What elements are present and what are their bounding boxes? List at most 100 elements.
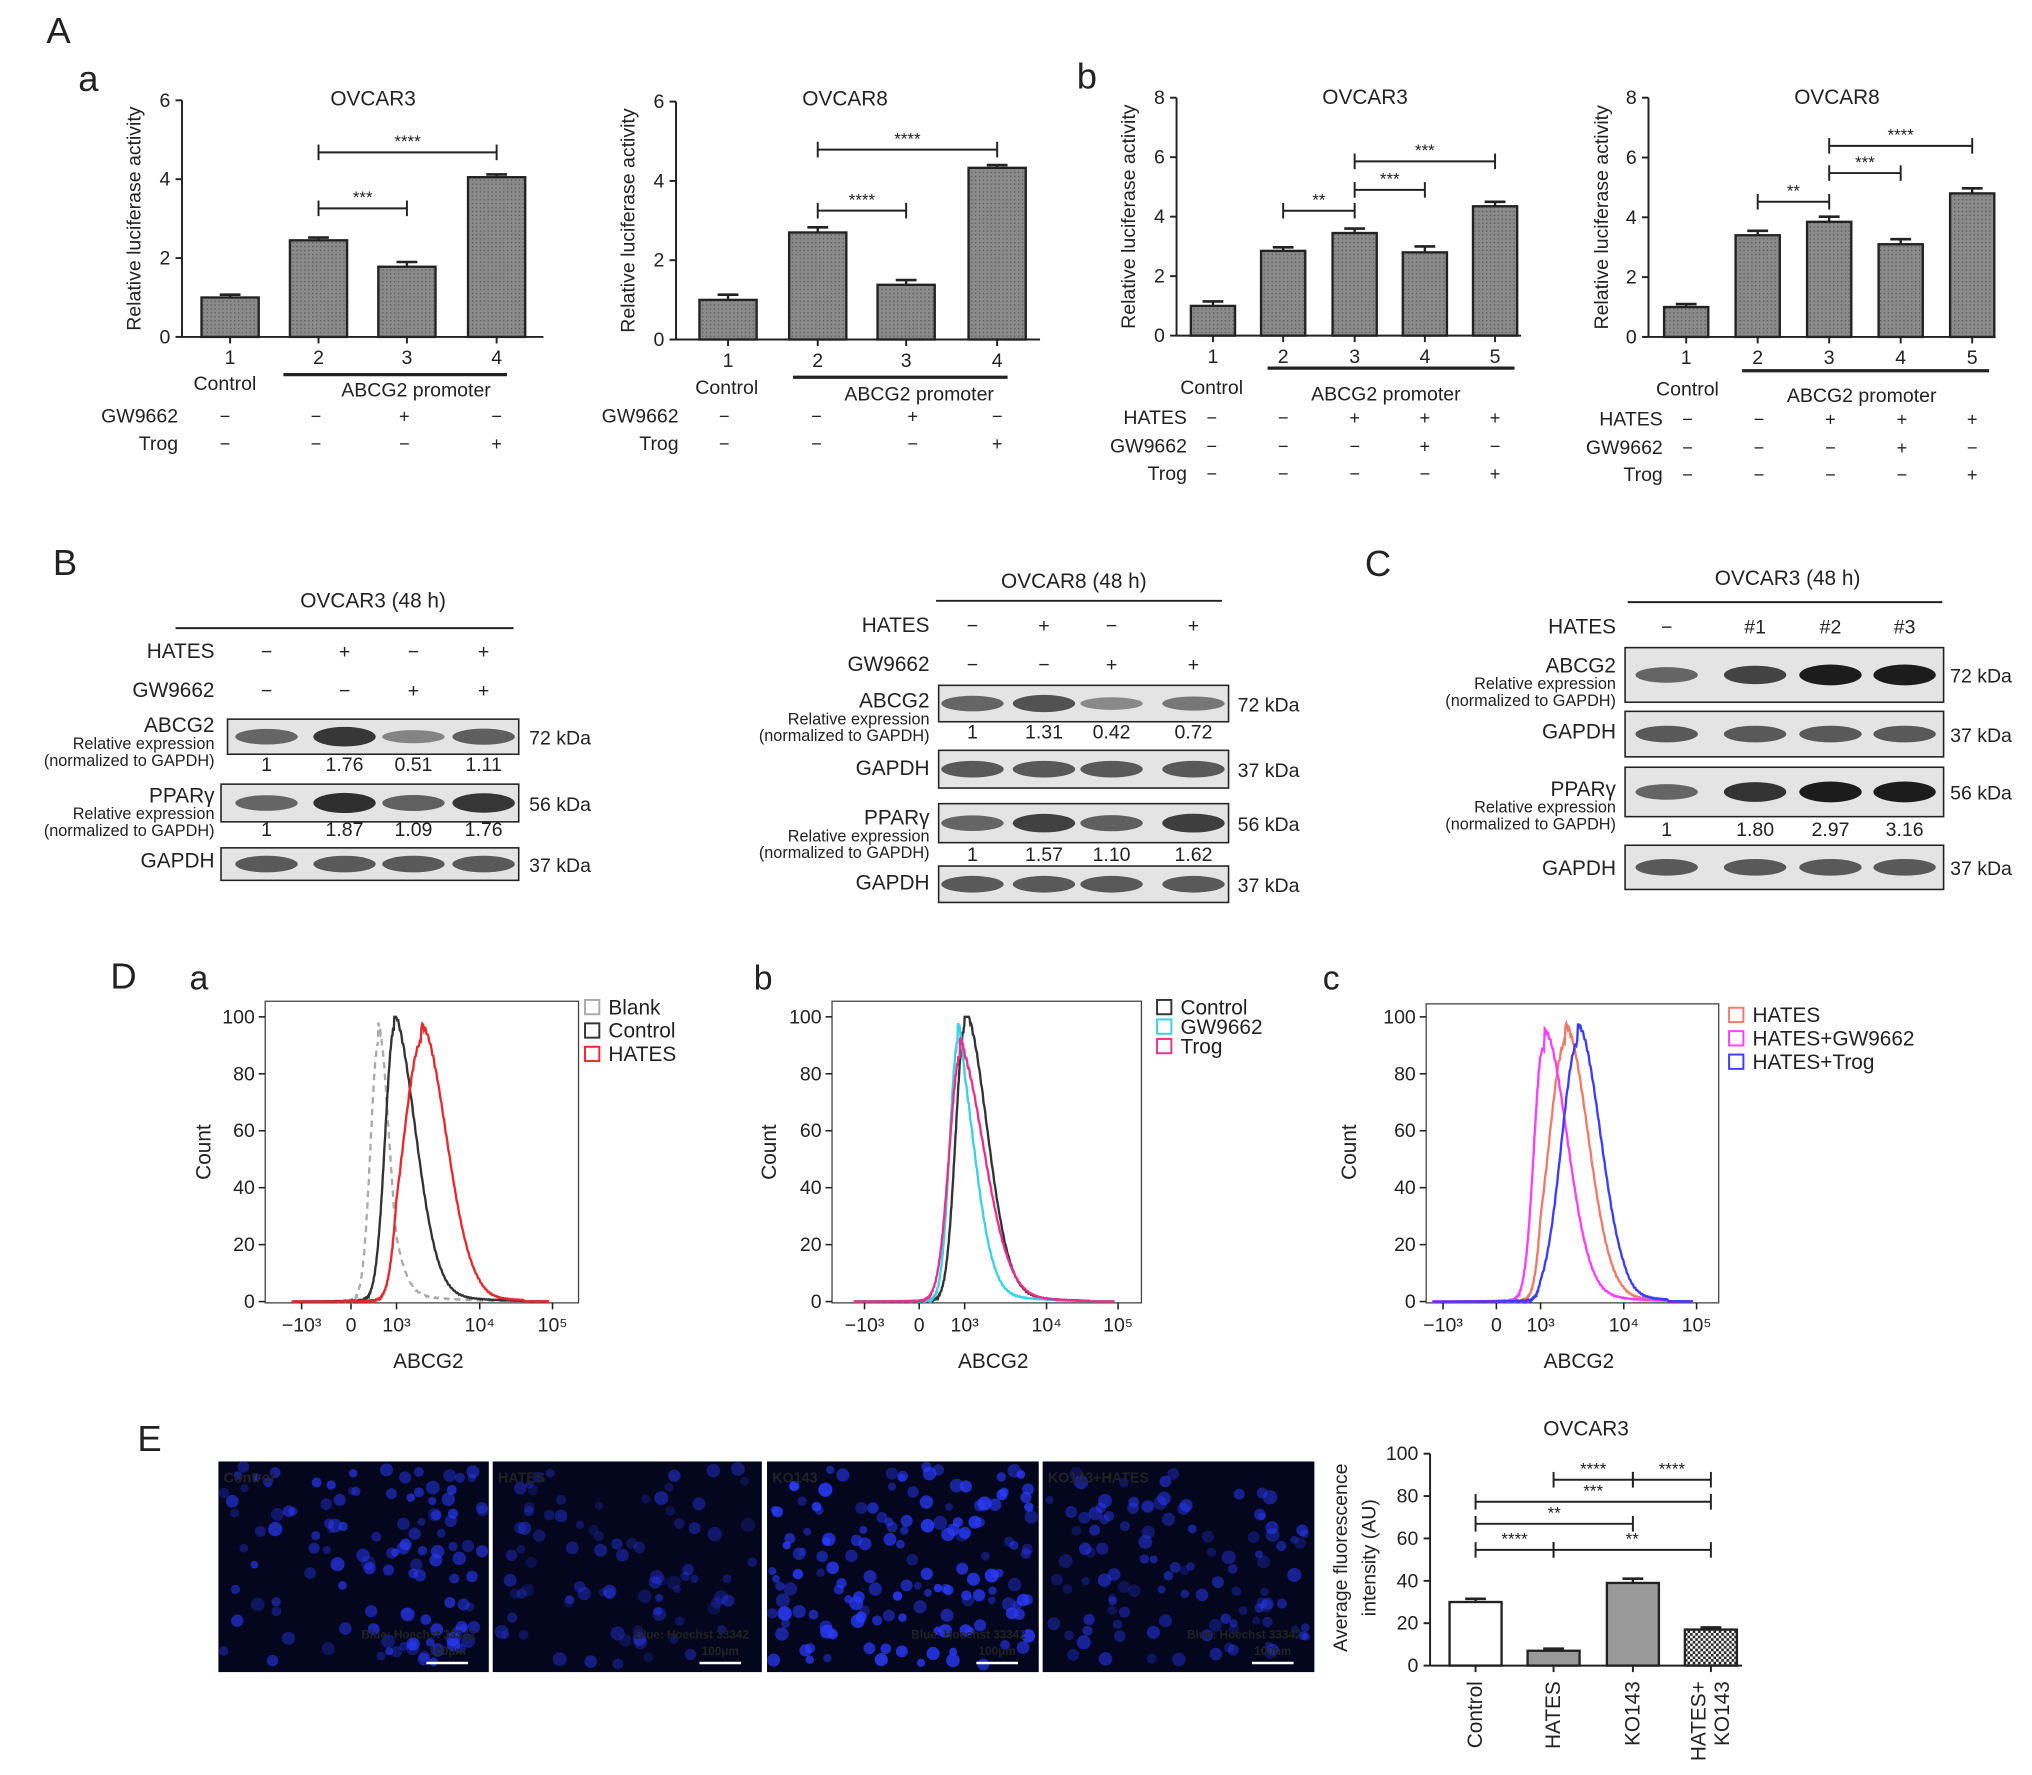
flow-histogram-da: 0 20 40 60 80 100 −10³ 0 10³ 10⁴ 10⁵ Count ABCG2 Blan…	[193, 996, 677, 1373]
nucleus	[1179, 1565, 1190, 1575]
y-tick-label: 0	[653, 329, 664, 351]
nucleus	[880, 1643, 892, 1655]
nucleus	[1209, 1647, 1223, 1661]
panel-letter-ab: b	[1077, 56, 1097, 97]
nucleus	[1074, 1475, 1089, 1490]
treatment-label: Trog	[1148, 463, 1187, 485]
treatment-sign: −	[1420, 464, 1431, 484]
histogram-hates-gw9662	[1432, 1025, 1694, 1305]
nucleus	[1262, 1616, 1273, 1628]
nucleus	[1220, 1613, 1231, 1625]
blot-row-pparγ: PPARγ 56 kDa Relative expression(normalize…	[759, 802, 1300, 866]
nucleus	[444, 1596, 456, 1608]
nucleus	[690, 1574, 699, 1583]
nucleus	[399, 1641, 409, 1651]
nucleus	[1169, 1561, 1181, 1573]
nucleus	[1108, 1596, 1118, 1606]
y-axis-label: Average fluorescence	[1330, 1464, 1352, 1652]
nucleus	[923, 1588, 932, 1597]
y-tick-label: 80	[233, 1063, 255, 1085]
x-tick-label: 2	[313, 347, 324, 369]
treatment-label: HATES	[1599, 408, 1663, 430]
nucleus	[584, 1655, 597, 1668]
nucleus	[1180, 1589, 1190, 1599]
y-axis-label: Count	[1338, 1124, 1361, 1180]
legend-swatch	[584, 1045, 601, 1063]
protein-band	[1723, 782, 1787, 802]
normalization-label: (normalized to GAPDH)	[1445, 692, 1616, 710]
nucleus	[981, 1551, 990, 1561]
nucleus	[855, 1502, 868, 1514]
y-tick-label: 0	[244, 1291, 255, 1313]
nucleus	[1276, 1598, 1287, 1609]
relative-expression-label: Relative expression	[788, 710, 930, 728]
nucleus	[949, 1478, 964, 1493]
nucleus	[972, 1589, 986, 1602]
nucleus	[823, 1653, 832, 1663]
nucleus	[1107, 1568, 1121, 1581]
x-tick-label: 10⁴	[465, 1314, 495, 1336]
normalization-label: (normalized to GAPDH)	[44, 752, 215, 770]
nucleus	[1024, 1510, 1038, 1524]
nucleus	[1260, 1587, 1269, 1597]
nucleus	[593, 1531, 604, 1542]
nucleus	[338, 1521, 348, 1532]
nucleus	[933, 1515, 948, 1530]
nucleus	[323, 1518, 335, 1529]
protein-band	[313, 792, 376, 814]
panel-letter-d: D	[110, 955, 136, 996]
y-tick-label: 100	[1383, 1006, 1416, 1028]
nucleus	[706, 1463, 721, 1478]
nucleus	[386, 1547, 398, 1559]
bar	[1877, 243, 1924, 339]
blot-row-gapdh: GAPDH 37 kDa	[1542, 844, 2012, 891]
nucleus	[1231, 1586, 1242, 1597]
panel-letter-db: b	[754, 960, 773, 998]
significance-label: ****	[1888, 126, 1915, 145]
y-tick-label: 2	[1154, 266, 1165, 288]
treatment-sign: +	[339, 641, 350, 663]
nucleus	[882, 1609, 895, 1622]
nucleus	[371, 1531, 382, 1542]
bar-chart-aa2: OVCAR8 0 2 4 6 1 2 3 4 **** **** Relative luciferas…	[602, 88, 1041, 455]
nucleus	[333, 1493, 346, 1506]
nucleus	[655, 1593, 664, 1602]
nucleus	[610, 1626, 625, 1641]
protein-band	[941, 695, 1004, 712]
treatment-sign: +	[1038, 615, 1049, 637]
nucleus	[330, 1557, 345, 1572]
treatment-sign: #3	[1894, 616, 1916, 638]
nucleus	[947, 1523, 960, 1536]
blot-row-abcg2: ABCG2 72 kDa Relative expression(normalize…	[1445, 646, 2012, 735]
nucleus	[906, 1553, 918, 1566]
nucleus	[1062, 1584, 1073, 1594]
nucleus	[467, 1620, 480, 1634]
nucleus	[1201, 1530, 1214, 1543]
nucleus	[853, 1591, 865, 1603]
nucleus	[836, 1468, 850, 1482]
blot-header: OVCAR3 (48 h)	[300, 589, 446, 612]
nucleus	[772, 1506, 783, 1518]
nucleus	[804, 1643, 816, 1654]
treatment-label: GW9662	[602, 406, 679, 428]
nucleus	[348, 1468, 358, 1478]
nucleus	[803, 1527, 812, 1536]
nucleus	[1258, 1512, 1266, 1521]
treatment-sign: +	[992, 434, 1003, 454]
nucleus	[239, 1543, 249, 1553]
treatment-sign: −	[967, 615, 978, 637]
nucleus	[805, 1655, 815, 1664]
legend-label: Blank	[608, 996, 661, 1019]
nucleus	[781, 1619, 791, 1629]
nucleus	[475, 1545, 489, 1558]
nucleus	[920, 1567, 933, 1581]
legend-label: HATES	[1752, 1004, 1820, 1027]
y-tick-label: 0	[1626, 326, 1637, 348]
protein-label: GAPDH	[1542, 721, 1616, 744]
nucleus	[466, 1465, 480, 1479]
nucleus	[988, 1586, 997, 1595]
nucleus	[938, 1624, 953, 1638]
nucleus	[444, 1514, 457, 1527]
x-tick-label: 2	[1752, 347, 1763, 369]
protein-band	[1012, 875, 1076, 893]
